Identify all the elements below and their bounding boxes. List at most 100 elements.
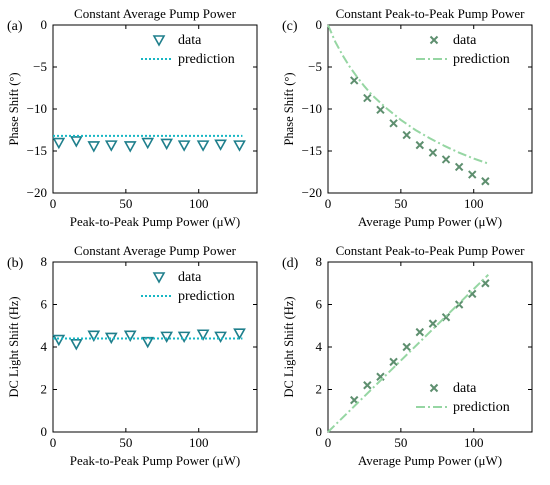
x-tick-label: 100 bbox=[464, 435, 484, 450]
x-tick-label: 0 bbox=[325, 435, 332, 450]
data-point-triangle bbox=[196, 140, 210, 152]
panel-label: (d) bbox=[282, 256, 299, 271]
y-axis-label: Phase Shift (°) bbox=[282, 72, 296, 145]
x-tick-label: 50 bbox=[394, 196, 407, 211]
data-point-x bbox=[363, 381, 372, 390]
y-tick-label: 6 bbox=[41, 297, 48, 312]
plot-frame bbox=[52, 261, 258, 433]
legend: data prediction bbox=[141, 270, 235, 304]
prediction-line bbox=[327, 24, 489, 165]
data-point-x bbox=[389, 357, 398, 367]
y-tick-label: 0 bbox=[316, 17, 323, 32]
panel-label: (b) bbox=[7, 256, 24, 271]
x-tick-label: 50 bbox=[119, 435, 132, 450]
legend-marker-x bbox=[429, 383, 439, 393]
chart-panel-c: 0 50 100 0 −5 −10 −15 −20 Constant Peak-to-Peak … bbox=[282, 6, 533, 229]
data-point-triangle bbox=[104, 140, 118, 152]
chart-panel-b: 0 50 100 0 2 4 6 8 Constant Average Pump Power (b… bbox=[7, 243, 258, 468]
y-tick-label: 6 bbox=[316, 297, 323, 312]
y-axis-label: Phase Shift (°) bbox=[7, 72, 21, 145]
data-point-x bbox=[454, 162, 464, 172]
plot-frame bbox=[52, 24, 258, 194]
data-point-triangle bbox=[123, 141, 137, 153]
data-point-triangle bbox=[160, 138, 174, 151]
data-point-triangle bbox=[196, 329, 210, 341]
x-tick-label: 100 bbox=[464, 196, 484, 211]
x-tick-label: 100 bbox=[189, 196, 209, 211]
data-point-triangle bbox=[52, 137, 66, 150]
data-point-x bbox=[350, 76, 359, 85]
prediction-line bbox=[327, 274, 489, 433]
data-point-x bbox=[468, 289, 477, 299]
panel-label: (c) bbox=[282, 19, 298, 34]
x-tick-label: 0 bbox=[50, 435, 57, 450]
data-point-x bbox=[402, 130, 411, 140]
legend-label: data bbox=[178, 270, 202, 285]
data-point-x bbox=[415, 140, 425, 150]
y-tick-label: −10 bbox=[27, 101, 47, 116]
x-axis-label: Average Pump Power (μW) bbox=[358, 453, 502, 468]
y-tick-label: 2 bbox=[41, 382, 48, 397]
y-axis-label: DC Light Shift (Hz) bbox=[282, 296, 296, 397]
data-point-x bbox=[389, 119, 398, 128]
y-tick-label: 4 bbox=[316, 339, 323, 354]
legend: data prediction bbox=[416, 33, 510, 67]
x-axis-label: Peak-to-Peak Pump Power (μW) bbox=[70, 453, 241, 468]
data-point-x bbox=[468, 170, 477, 179]
y-tick-label: −15 bbox=[302, 143, 322, 158]
y-axis-label: DC Light Shift (Hz) bbox=[7, 296, 21, 397]
x-tick-label: 50 bbox=[394, 435, 407, 450]
y-tick-label: −20 bbox=[302, 185, 322, 200]
legend-label: data bbox=[453, 381, 477, 396]
y-tick-label: 4 bbox=[41, 339, 48, 354]
data-point-x bbox=[441, 155, 451, 164]
chart-title: Constant Average Pump Power bbox=[74, 243, 237, 258]
y-tick-label: 0 bbox=[41, 17, 48, 32]
data-point-triangle bbox=[123, 330, 137, 342]
legend-label: prediction bbox=[178, 52, 235, 67]
data-point-triangle bbox=[233, 328, 246, 340]
legend-marker-triangle bbox=[152, 272, 166, 284]
chart-panel-d: 0 50 100 0 2 4 6 8 Constant Peak-to-Peak Pump Po… bbox=[282, 243, 533, 468]
x-axis-label: Peak-to-Peak Pump Power (μW) bbox=[70, 214, 241, 229]
y-tick-label: 0 bbox=[316, 424, 323, 439]
x-axis-label: Average Pump Power (μW) bbox=[358, 214, 502, 229]
legend-label: prediction bbox=[178, 289, 235, 304]
y-tick-label: −5 bbox=[308, 59, 322, 74]
y-tick-label: 8 bbox=[41, 254, 48, 269]
data-point-triangle bbox=[52, 334, 66, 347]
chart-title: Constant Peak-to-Peak Pump Power bbox=[336, 6, 526, 21]
data-point-x bbox=[415, 327, 425, 337]
legend-label: data bbox=[178, 33, 202, 48]
data-point-x bbox=[428, 319, 438, 328]
data-point-triangle bbox=[87, 330, 101, 342]
y-tick-label: −10 bbox=[302, 101, 322, 116]
data-point-triangle bbox=[177, 140, 191, 152]
x-tick-label: 0 bbox=[325, 196, 332, 211]
data-point-triangle bbox=[69, 339, 83, 351]
y-tick-label: −15 bbox=[27, 143, 47, 158]
legend-label: prediction bbox=[453, 400, 510, 415]
data-point-triangle bbox=[141, 336, 155, 349]
y-tick-label: 8 bbox=[316, 254, 323, 269]
y-tick-label: −20 bbox=[27, 185, 47, 200]
plot-frame bbox=[327, 24, 533, 194]
data-point-triangle bbox=[214, 331, 227, 344]
panel-label: (a) bbox=[7, 19, 23, 34]
legend-label: prediction bbox=[453, 52, 510, 67]
data-point-x bbox=[363, 93, 372, 103]
legend-label: data bbox=[453, 33, 477, 48]
data-point-triangle bbox=[233, 140, 246, 152]
data-point-triangle bbox=[87, 141, 101, 153]
y-tick-label: 2 bbox=[316, 382, 323, 397]
x-tick-label: 50 bbox=[119, 196, 132, 211]
data-point-triangle bbox=[214, 139, 227, 151]
chart-panel-a: 0 50 100 0 −5 −10 −15 −20 Constant Average Pump … bbox=[7, 6, 258, 229]
chart-title: Constant Average Pump Power bbox=[74, 6, 237, 21]
data-point-triangle bbox=[177, 331, 191, 344]
legend-marker-triangle bbox=[152, 35, 166, 47]
chart-title: Constant Peak-to-Peak Pump Power bbox=[336, 243, 526, 258]
data-point-triangle bbox=[141, 137, 155, 150]
x-tick-label: 0 bbox=[50, 196, 57, 211]
